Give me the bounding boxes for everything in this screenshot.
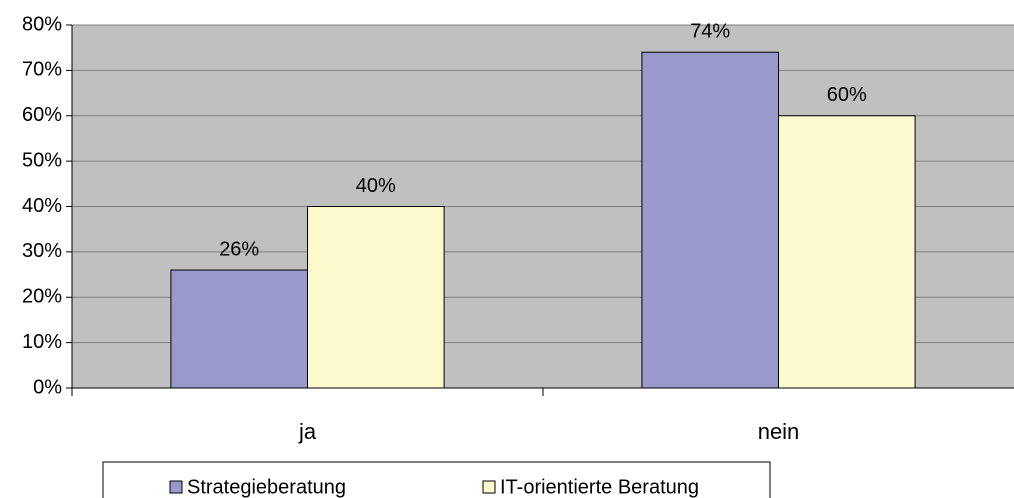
y-tick-label: 10% xyxy=(22,331,62,353)
bar xyxy=(307,206,445,389)
value-label: 60% xyxy=(827,84,867,106)
y-tick-label: 60% xyxy=(22,104,62,126)
bar xyxy=(641,51,779,389)
legend-label: IT-orientierte Beratung xyxy=(500,476,699,498)
legend-box xyxy=(102,461,771,498)
y-tick-label: 80% xyxy=(22,13,62,35)
y-tick-label: 0% xyxy=(33,376,62,398)
value-label: 40% xyxy=(356,175,396,197)
bar xyxy=(170,269,308,389)
legend-label: Strategieberatung xyxy=(187,476,346,498)
x-tick-label: nein xyxy=(758,419,800,444)
bar xyxy=(778,115,916,389)
y-tick-label: 20% xyxy=(22,286,62,308)
value-label: 74% xyxy=(690,21,730,43)
legend-swatch xyxy=(169,480,183,494)
y-tick-label: 70% xyxy=(22,59,62,81)
y-tick-label: 40% xyxy=(22,195,62,217)
legend-swatch xyxy=(482,480,496,494)
y-tick-label: 30% xyxy=(22,240,62,262)
x-tick-label: ja xyxy=(298,419,317,444)
value-label: 26% xyxy=(219,238,259,260)
y-tick-label: 50% xyxy=(22,149,62,171)
